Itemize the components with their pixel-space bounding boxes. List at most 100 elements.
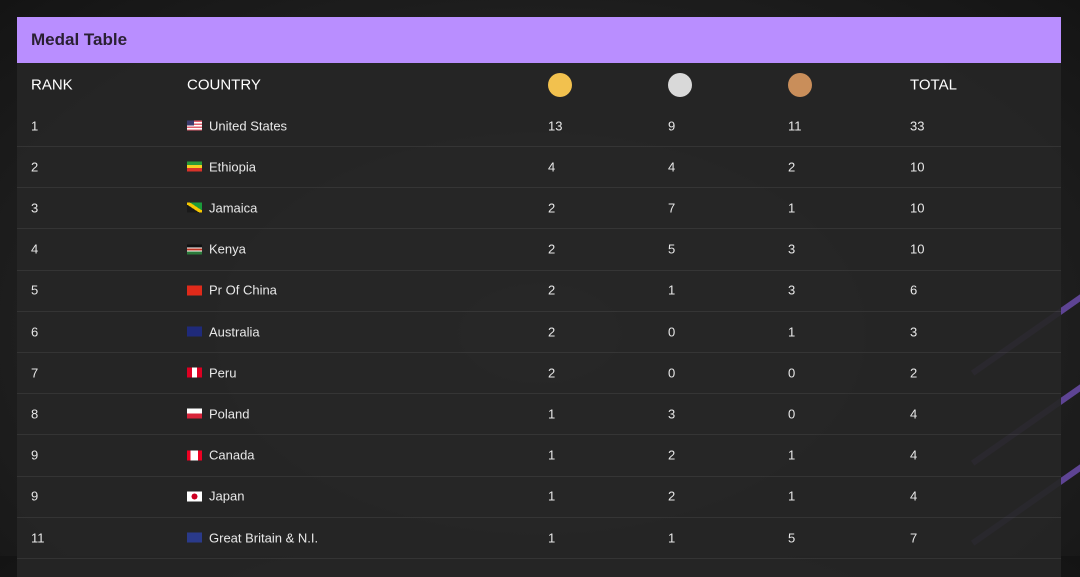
country-name: Kenya	[209, 241, 246, 257]
table-row[interactable]: 8 Poland 1 3 0 4	[17, 393, 1061, 436]
rank-cell: 11	[31, 530, 45, 545]
bronze-medal-icon[interactable]	[788, 72, 812, 97]
total-count: 10	[910, 159, 925, 175]
table-row[interactable]: 6 Australia 2 0 1 3	[17, 311, 1061, 353]
total-header[interactable]: TOTAL	[910, 76, 957, 93]
gold-count: 2	[548, 200, 556, 216]
bronze-count: 1	[788, 324, 796, 339]
total-count: 4	[910, 488, 918, 504]
flag-pl-icon	[187, 408, 202, 419]
total-count: 3	[910, 324, 918, 339]
country-cell[interactable]: Great Britain & N.I.	[187, 530, 318, 545]
title-bar: Medal Table	[17, 17, 1061, 63]
country-cell[interactable]: Poland	[187, 406, 249, 421]
country-cell[interactable]: Canada	[187, 448, 255, 463]
silver-count: 0	[668, 365, 676, 381]
bronze-count: 3	[788, 241, 796, 257]
flag-ke-icon	[187, 244, 202, 255]
silver-count: 2	[668, 488, 676, 504]
country-cell[interactable]: Kenya	[187, 242, 246, 257]
total-count: 10	[910, 241, 925, 257]
country-cell[interactable]: United States	[187, 118, 287, 133]
gold-count: 1	[548, 530, 556, 545]
country-cell[interactable]: Pr Of China	[187, 283, 277, 298]
gold-count: 1	[548, 406, 556, 422]
total-count: 6	[910, 282, 918, 298]
rank-cell: 4	[31, 241, 39, 257]
gold-medal-icon[interactable]	[548, 72, 572, 97]
total-count: 33	[910, 118, 925, 133]
country-name: Australia	[209, 324, 260, 339]
country-name: Canada	[209, 447, 255, 463]
flag-au-icon	[187, 326, 202, 337]
gold-count: 13	[548, 118, 563, 133]
country-name: Great Britain & N.I.	[209, 530, 319, 545]
country-name: Pr Of China	[209, 282, 277, 298]
silver-count: 7	[668, 200, 676, 216]
bronze-count: 1	[788, 447, 796, 463]
total-count: 10	[910, 200, 925, 216]
rank-cell: 1	[31, 118, 39, 133]
table-row[interactable]: 1 United States 13 9 11 33	[17, 105, 1061, 147]
bronze-count: 0	[788, 365, 796, 381]
rank-header[interactable]: RANK	[31, 76, 73, 93]
country-cell[interactable]: Peru	[187, 365, 236, 380]
gold-count: 2	[548, 324, 556, 339]
silver-count: 3	[668, 406, 676, 422]
rank-cell: 8	[31, 406, 39, 422]
silver-count: 1	[668, 530, 676, 545]
bronze-count: 1	[788, 488, 796, 504]
flag-jp-icon	[187, 491, 202, 502]
country-name: United States	[209, 118, 288, 133]
bronze-count: 2	[788, 159, 796, 175]
rank-cell: 5	[31, 282, 39, 298]
table-row[interactable]: 5 Pr Of China 2 1 3 6	[17, 270, 1061, 312]
flag-jm-icon	[187, 202, 202, 213]
table-row[interactable]: 2 Ethiopia 4 4 2 10	[17, 146, 1061, 189]
table-row[interactable]: 3 Jamaica 2 7 1 10	[17, 187, 1061, 230]
country-cell[interactable]: Ethiopia	[187, 159, 256, 174]
country-header[interactable]: COUNTRY	[187, 76, 261, 93]
gold-count: 1	[548, 488, 556, 504]
rank-cell: 7	[31, 365, 39, 381]
silver-count: 5	[668, 241, 676, 257]
flag-us-icon	[187, 120, 202, 131]
total-count: 4	[910, 406, 918, 422]
country-cell[interactable]: Japan	[187, 489, 244, 504]
total-count: 2	[910, 365, 918, 381]
table-row[interactable]: 9 Canada 1 2 1 4	[17, 435, 1061, 477]
rank-cell: 6	[31, 324, 39, 339]
table-row[interactable]: 7 Peru 2 0 0 2	[17, 352, 1061, 395]
table-row[interactable]: 9 Japan 1 2 1 4	[17, 476, 1061, 518]
silver-count: 2	[668, 447, 676, 463]
flag-et-icon	[187, 161, 202, 172]
country-cell[interactable]: Australia	[187, 324, 260, 339]
bronze-count: 1	[788, 200, 796, 216]
bronze-count: 5	[788, 530, 796, 545]
bronze-count: 3	[788, 282, 796, 298]
silver-count: 0	[668, 324, 676, 339]
country-name: Japan	[209, 488, 245, 504]
silver-medal-icon[interactable]	[668, 72, 692, 97]
table-header: RANK COUNTRY TOTAL	[17, 64, 1061, 105]
gold-count: 2	[548, 241, 556, 257]
page-title: Medal Table	[31, 30, 128, 49]
rank-cell: 9	[31, 447, 39, 463]
table-row[interactable]: 4 Kenya 2 5 3 10	[17, 229, 1061, 271]
silver-count: 1	[668, 282, 676, 298]
country-name: Jamaica	[209, 200, 258, 216]
silver-count: 4	[668, 159, 676, 175]
rank-cell: 3	[31, 200, 39, 216]
bronze-count: 11	[788, 118, 802, 133]
country-name: Peru	[209, 365, 237, 381]
total-count: 4	[910, 447, 918, 463]
gold-count: 4	[548, 159, 556, 175]
country-cell[interactable]: Jamaica	[187, 200, 257, 215]
gold-count: 2	[548, 282, 556, 298]
silver-count: 9	[668, 118, 676, 133]
flag-cn-icon	[187, 285, 202, 296]
total-count: 7	[910, 530, 918, 545]
flag-ca-icon	[187, 450, 202, 461]
flag-gb-icon	[187, 532, 202, 543]
table-row[interactable]: 11 Great Britain & N.I. 1 1 5 7	[17, 517, 1061, 559]
